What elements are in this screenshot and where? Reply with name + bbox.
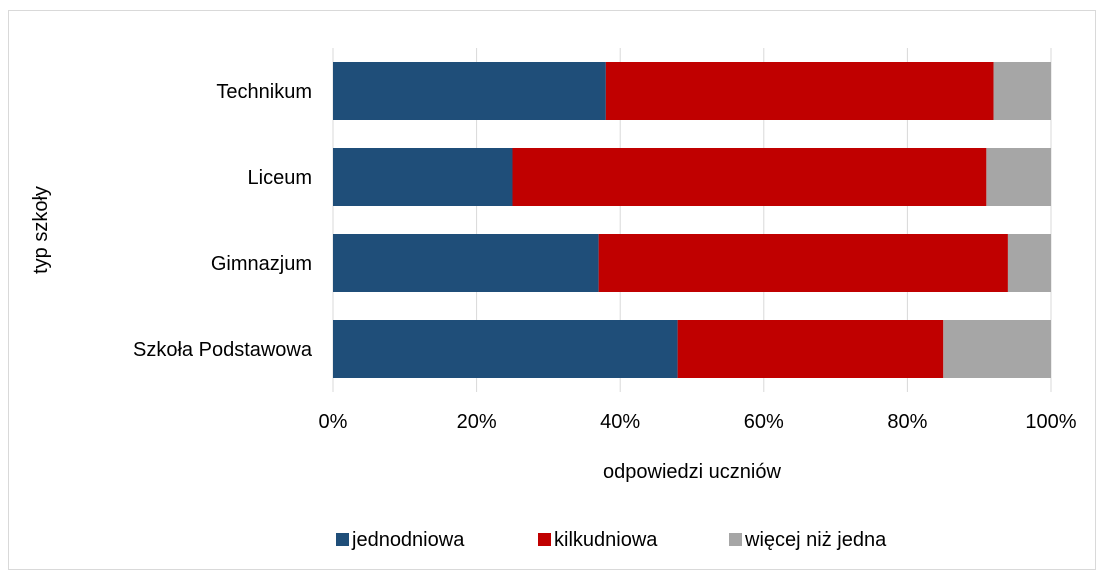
category-label: Liceum [248,167,312,189]
bar-segment [333,148,513,206]
legend: jednodniowa kilkudniowa więcej niż jedna [336,529,887,551]
bar-segment [986,148,1051,206]
bar-segment [677,320,944,378]
legend-label: kilkudniowa [554,529,658,551]
bar-segment [1007,234,1051,292]
x-tick-label: 0% [319,411,348,433]
bar-segment [943,320,1051,378]
y-axis-title: typ szkoły [30,186,52,274]
x-tick-label: 20% [457,411,497,433]
legend-label: jednodniowa [351,529,465,551]
category-label: Szkoła Podstawowa [133,339,313,361]
x-tick-labels: 0% 20% 40% 60% 80% 100% [319,411,1077,433]
legend-swatch [729,533,742,546]
bars [333,62,1051,378]
x-tick-label: 60% [744,411,784,433]
bar-segment [993,62,1051,120]
bar-segment [333,234,599,292]
legend-label: więcej niż jedna [744,529,887,551]
category-labels: Szkoła Podstawowa Gimnazjum Liceum Techniku… [133,81,313,361]
x-tick-label: 40% [600,411,640,433]
category-label: Gimnazjum [211,253,312,275]
bar-segment [605,62,994,120]
bar-segment [512,148,987,206]
legend-swatch [336,533,349,546]
legend-swatch [538,533,551,546]
category-label: Technikum [216,81,312,103]
bar-segment [333,320,678,378]
x-tick-label: 100% [1025,411,1076,433]
stacked-bar-chart: Szkoła Podstawowa Gimnazjum Liceum Techniku… [30,48,1077,551]
x-tick-label: 80% [887,411,927,433]
bar-segment [333,62,606,120]
x-axis-title: odpowiedzi uczniów [603,461,781,483]
bar-segment [598,234,1008,292]
